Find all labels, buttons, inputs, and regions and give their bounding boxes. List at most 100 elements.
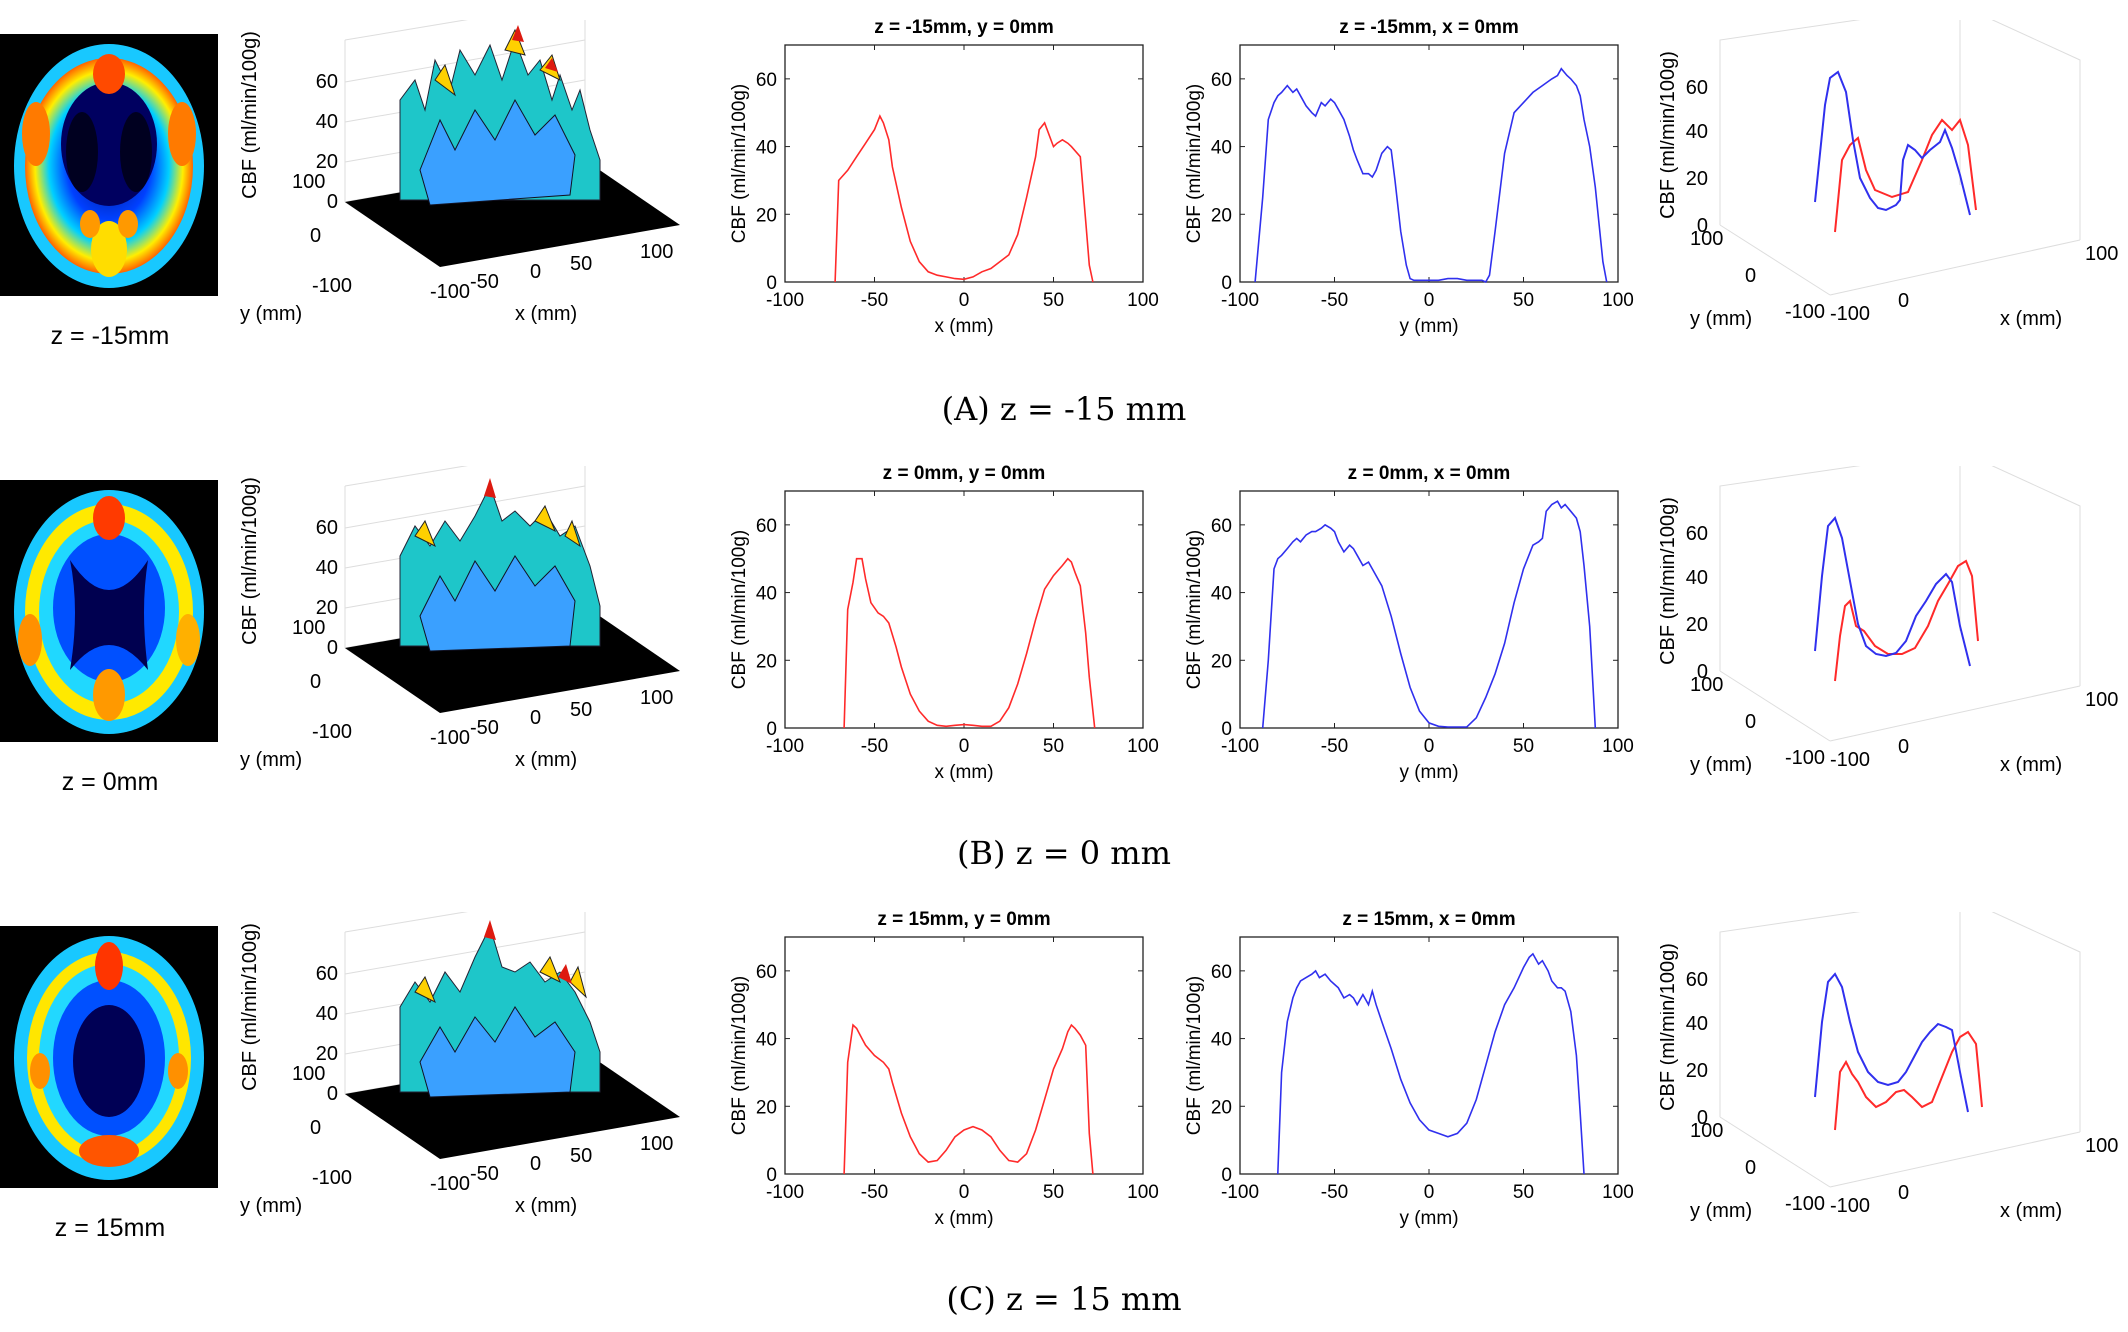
svg-text:20: 20 xyxy=(1686,168,1708,190)
svg-text:40: 40 xyxy=(1686,567,1708,589)
y-tick-label: 20 xyxy=(1211,651,1232,672)
y-tick-label: 40 xyxy=(756,138,777,159)
x-tick-label: -100 xyxy=(1221,1182,1259,1203)
svg-text:100: 100 xyxy=(292,617,325,639)
y-tick-label: 40 xyxy=(1211,138,1232,159)
x-tick-label: 0 xyxy=(959,1182,970,1203)
z-axis-label: CBF (ml/min/100g) xyxy=(1660,497,1679,665)
svg-text:0: 0 xyxy=(1745,711,1756,733)
svg-text:0: 0 xyxy=(1898,290,1909,312)
y-axis-label: CBF (ml/min/100g) xyxy=(1184,530,1205,689)
y-tick-label: 100 xyxy=(292,171,325,193)
svg-text:40: 40 xyxy=(1686,1013,1708,1035)
svg-text:-100: -100 xyxy=(1830,303,1870,325)
y-tick-label: 0 xyxy=(766,1165,777,1186)
z-axis-label: CBF (ml/min/100g) xyxy=(1660,943,1679,1111)
svg-text:0: 0 xyxy=(1745,265,1756,287)
y-tick-label: 20 xyxy=(756,651,777,672)
x-tick-label: -50 xyxy=(861,1182,888,1203)
x-axis-label: y (mm) xyxy=(1399,316,1458,337)
panel-caption: (C) z = 15 mm xyxy=(946,1280,1182,1318)
svg-text:-100: -100 xyxy=(1785,1193,1825,1215)
svg-text:60: 60 xyxy=(316,71,338,93)
svg-text:50: 50 xyxy=(570,253,592,275)
x-tick-label: -50 xyxy=(1321,736,1348,757)
svg-text:0: 0 xyxy=(327,191,338,213)
svg-text:0: 0 xyxy=(1697,215,1708,237)
svg-text:40: 40 xyxy=(1686,121,1708,143)
y-tick-label: 60 xyxy=(1211,962,1232,983)
svg-text:0: 0 xyxy=(310,671,321,693)
profile-plot-y0: z = -15mm, y = 0mm -100 -50 0 50 100 0 20 40 60 x … xyxy=(729,17,1159,337)
svg-text:20: 20 xyxy=(1686,614,1708,636)
y-tick-label: 0 xyxy=(1221,273,1232,294)
y-axis-label: CBF (ml/min/100g) xyxy=(729,976,750,1135)
x-tick-label: -100 xyxy=(1221,736,1259,757)
svg-text:20: 20 xyxy=(316,597,338,619)
brain-slice-image xyxy=(0,480,218,742)
slice-label: z = 15mm xyxy=(54,1214,166,1242)
x-axis-label: x (mm) xyxy=(515,1195,577,1217)
series-line xyxy=(1261,500,1597,729)
x-axis-label: x (mm) xyxy=(515,303,577,325)
svg-text:100: 100 xyxy=(1690,674,1723,696)
x-tick-label: -50 xyxy=(1321,1182,1348,1203)
y-tick-label: 0 xyxy=(766,273,777,294)
x-axis-label: x (mm) xyxy=(934,762,993,783)
x-tick-label: -100 xyxy=(766,1182,804,1203)
svg-text:100: 100 xyxy=(640,241,673,263)
x-tick-label: 0 xyxy=(1424,1182,1435,1203)
y-axis-label: CBF (ml/min/100g) xyxy=(729,530,750,689)
y-axis-label: CBF (ml/min/100g) xyxy=(729,84,750,243)
y-tick-label: 60 xyxy=(1211,516,1232,537)
y-tick-label: 40 xyxy=(756,1030,777,1051)
y-tick-label: 40 xyxy=(1211,1030,1232,1051)
z-axis-label: CBF (ml/min/100g) xyxy=(240,31,261,199)
x-tick-label: 100 xyxy=(1602,1182,1634,1203)
svg-text:-100: -100 xyxy=(1785,301,1825,323)
svg-text:100: 100 xyxy=(2085,689,2118,711)
y-tick-label: 0 xyxy=(1221,1165,1232,1186)
svg-text:100: 100 xyxy=(640,1133,673,1155)
svg-text:0: 0 xyxy=(530,1153,541,1175)
svg-text:0: 0 xyxy=(530,707,541,729)
y-axis-label: y (mm) xyxy=(240,1195,302,1217)
svg-text:-100: -100 xyxy=(430,727,470,749)
svg-text:-50: -50 xyxy=(470,271,499,293)
svg-text:0: 0 xyxy=(1898,1182,1909,1204)
svg-text:0: 0 xyxy=(1745,1157,1756,1179)
profile-plot-y0: z = 0mm, y = 0mm -100 -50 0 50 100 0 20 40 60 x (m… xyxy=(729,463,1159,783)
x-tick-label: 100 xyxy=(1127,290,1159,311)
y-tick-label: 0 xyxy=(310,225,321,247)
y-axis-label: y (mm) xyxy=(240,749,302,771)
svg-text:40: 40 xyxy=(316,557,338,579)
x-tick-label: 0 xyxy=(959,290,970,311)
svg-text:-100: -100 xyxy=(1830,749,1870,771)
plot-title: z = 0mm, x = 0mm xyxy=(1348,463,1511,484)
x-axis-label: x (mm) xyxy=(934,316,993,337)
series-line xyxy=(834,114,1094,283)
svg-text:50: 50 xyxy=(570,699,592,721)
figure-row-c: z = 15mm 0 20 40 60 -100 0 100 -100 -50 0 50 100 … xyxy=(0,892,2128,1332)
svg-text:100: 100 xyxy=(1690,228,1723,250)
x-tick-label: 100 xyxy=(1127,1182,1159,1203)
x-tick-label: 100 xyxy=(1127,736,1159,757)
series-line xyxy=(843,1023,1094,1175)
x-tick-label: 50 xyxy=(1513,290,1534,311)
svg-text:-100: -100 xyxy=(312,1167,352,1189)
x-tick-label: -50 xyxy=(1321,290,1348,311)
x-axis-label: x (mm) xyxy=(934,1208,993,1229)
plot-title: z = -15mm, x = 0mm xyxy=(1339,17,1519,38)
svg-text:100: 100 xyxy=(2085,243,2118,265)
y-tick-label: 60 xyxy=(756,70,777,91)
svg-text:0: 0 xyxy=(327,637,338,659)
plot-frame xyxy=(1239,936,1619,1175)
svg-text:0: 0 xyxy=(310,1117,321,1139)
svg-text:60: 60 xyxy=(1686,523,1708,545)
svg-text:0: 0 xyxy=(530,261,541,283)
x-tick-label: 100 xyxy=(1602,736,1634,757)
svg-text:-100: -100 xyxy=(1830,1195,1870,1217)
